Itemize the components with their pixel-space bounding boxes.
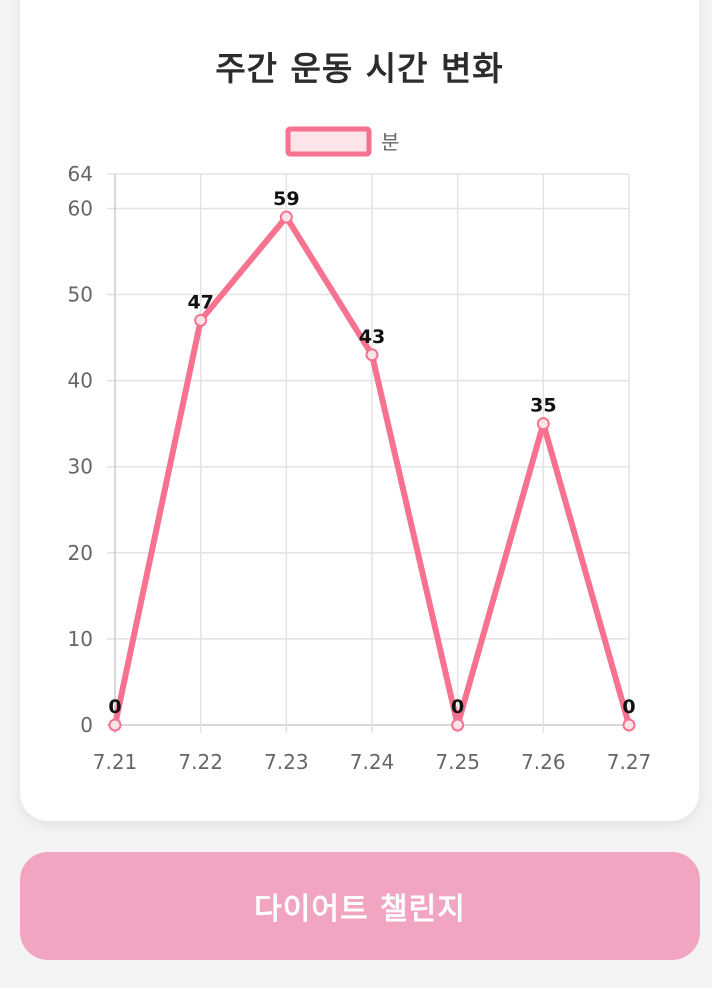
x-tick-label: 7.22: [178, 750, 223, 774]
chart-title: 주간 운동 시간 변화: [215, 49, 504, 88]
data-label: 0: [622, 696, 635, 718]
data-point: [194, 313, 208, 327]
legend-label: 분: [381, 130, 399, 154]
data-label: 0: [108, 696, 121, 718]
data-point: [451, 718, 465, 732]
x-tick-label: 7.24: [350, 750, 395, 774]
y-tick-label: 30: [68, 455, 93, 479]
y-tick-label: 20: [68, 541, 93, 565]
x-tick-label: 7.27: [607, 750, 652, 774]
data-label: 59: [273, 188, 299, 210]
diet-challenge-button[interactable]: 다이어트 챌린지: [20, 852, 700, 960]
x-tick-label: 7.23: [264, 750, 309, 774]
data-point: [622, 718, 636, 732]
x-tick-label: 7.21: [93, 750, 138, 774]
x-tick-label: 7.25: [435, 750, 480, 774]
y-tick-label: 40: [68, 369, 93, 393]
data-point: [365, 348, 379, 362]
data-label: 43: [359, 326, 385, 348]
data-point: [536, 417, 550, 431]
y-tick-label: 10: [68, 627, 93, 651]
y-tick-label: 64: [68, 162, 93, 186]
data-label: 35: [530, 395, 556, 417]
data-label: 47: [187, 291, 213, 313]
x-tick-label: 7.26: [521, 750, 566, 774]
y-tick-label: 50: [68, 283, 93, 307]
data-label: 0: [451, 696, 464, 718]
data-point: [108, 718, 122, 732]
legend-swatch: [285, 126, 372, 157]
y-tick-label: 0: [80, 713, 93, 737]
data-point: [279, 210, 293, 224]
y-tick-label: 60: [68, 196, 93, 220]
